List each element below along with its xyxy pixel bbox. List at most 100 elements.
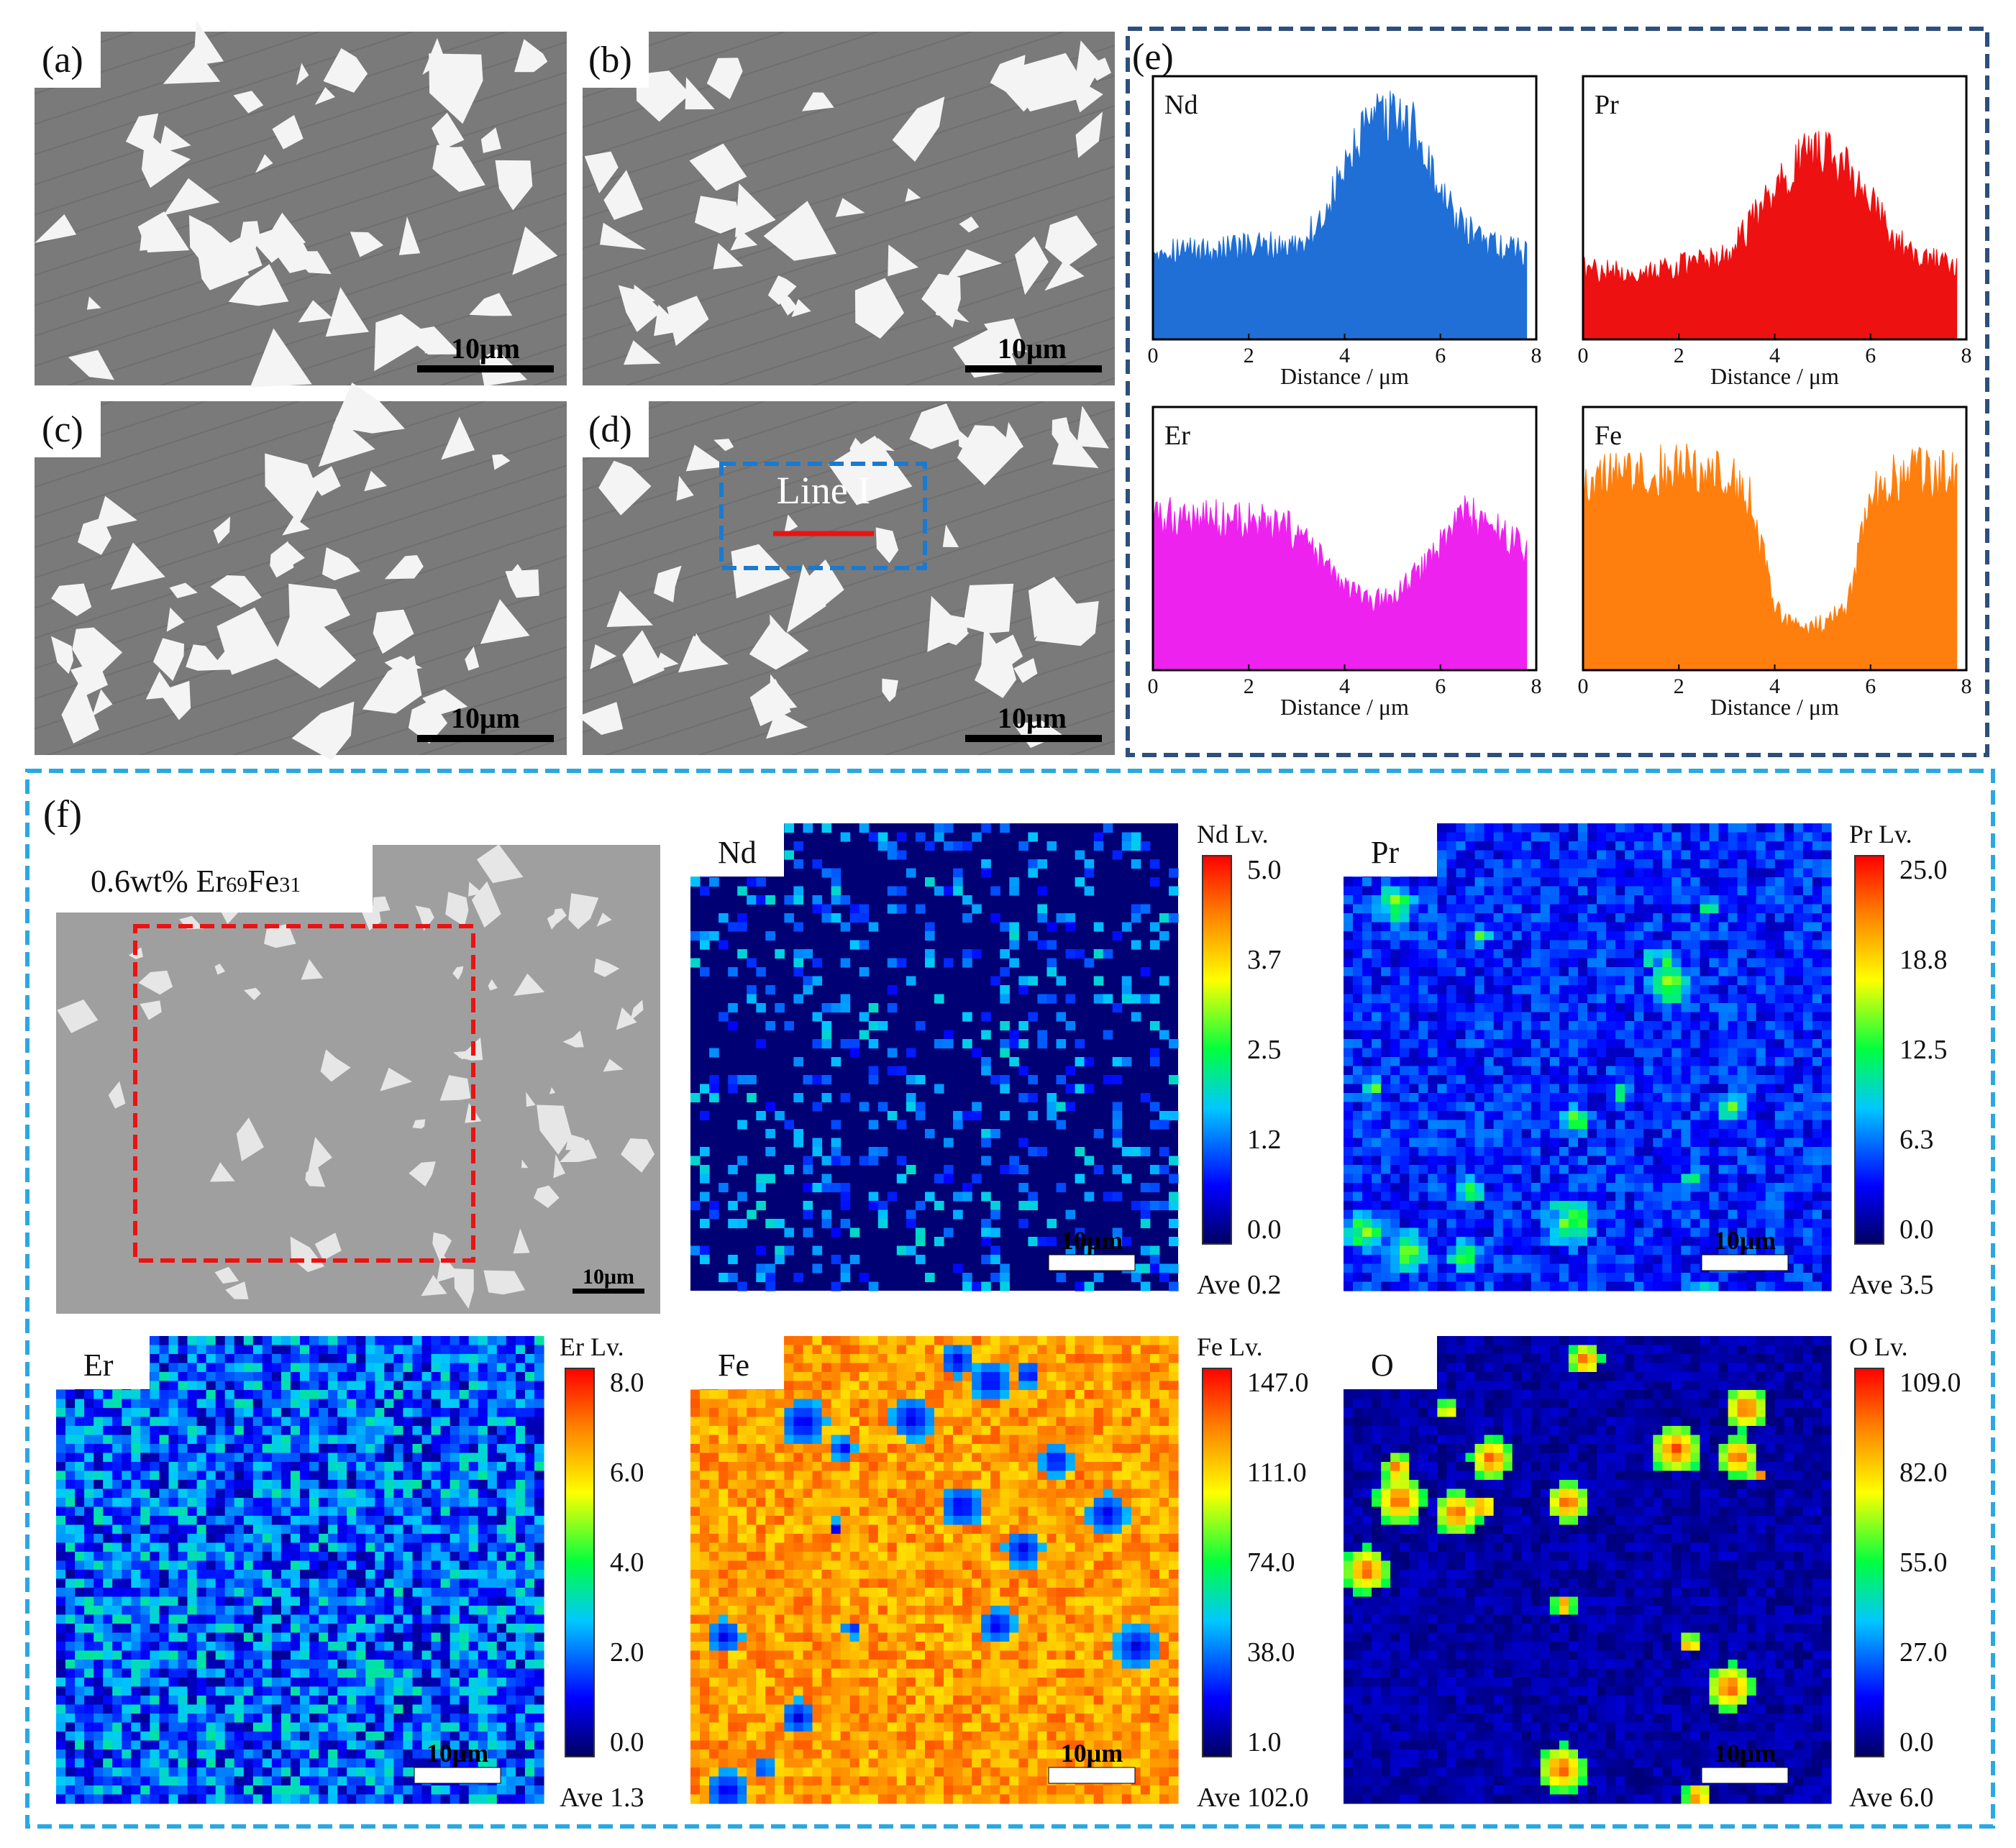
bright-phase: [888, 246, 906, 267]
bright-phase: [685, 444, 726, 472]
sem-f-scale-bar: [573, 1289, 644, 1294]
bright-phase: [35, 214, 77, 243]
bright-phase: [374, 314, 432, 372]
colorbar-tick: 0.0: [1899, 1727, 1934, 1757]
bright-phase: [264, 923, 296, 948]
bright-phase: [209, 1162, 235, 1182]
bright-phase: [584, 151, 619, 193]
bright-phase: [454, 1268, 474, 1309]
bright-phase: [125, 113, 159, 151]
bright-phase: [689, 143, 747, 191]
colorbar-title: Nd Lv.: [1197, 820, 1269, 848]
bright-phase: [282, 517, 310, 536]
bright-phase: [767, 275, 797, 305]
panel-e-frame: [1126, 27, 1989, 757]
eds-map-o: O 10μm O Lv. 109.0 82.0 55.0 27.0 0.0 Ave 6.0: [1344, 1332, 1961, 1813]
bright-phase: [603, 170, 644, 220]
map-scale-label: 10μm: [1714, 1739, 1776, 1767]
colorbar-tick: 1.0: [1247, 1727, 1282, 1757]
sem-overview-f: 0.6wt% Er69Fe31 10μm: [56, 844, 660, 1314]
bright-phase: [325, 287, 369, 337]
bright-phase: [513, 1228, 530, 1254]
x-tick-label: 8: [1961, 344, 1972, 367]
colorbar-tick: 0.0: [610, 1727, 644, 1757]
x-tick-label: 4: [1339, 674, 1350, 698]
colorbar-tick: 8.0: [610, 1368, 644, 1398]
bright-phase: [441, 416, 475, 460]
bright-phase: [298, 300, 333, 323]
scale-label-d: 10μm: [998, 702, 1067, 734]
bright-phase: [210, 575, 262, 608]
bright-phase: [560, 1139, 598, 1163]
x-axis-label: Distance / μm: [1710, 363, 1839, 389]
bright-phase: [616, 1007, 637, 1030]
bright-phase: [749, 623, 809, 670]
x-tick-label: 2: [1244, 674, 1254, 698]
bright-phase: [975, 651, 1016, 698]
x-tick-label: 2: [1674, 674, 1684, 698]
colorbar-tick: 109.0: [1899, 1368, 1961, 1398]
profile-chart-fe: Fe 0 2 4 6 8 Distance / μm: [1578, 406, 1972, 720]
profile-title: Nd: [1164, 90, 1198, 120]
colorbar-tick: 55.0: [1899, 1547, 1948, 1578]
bright-phase: [432, 112, 465, 150]
bright-phase: [432, 1232, 452, 1263]
panel-f-frame: [25, 769, 1995, 1829]
scale-label-b: 10μm: [998, 332, 1067, 365]
bright-phase: [784, 514, 798, 534]
bright-phase: [95, 495, 137, 529]
bright-phase: [439, 1075, 471, 1101]
bright-phase: [70, 661, 108, 696]
colorbar-tick: 4.0: [610, 1547, 644, 1578]
profile-area-fe: [1582, 443, 1958, 671]
x-tick-label: 8: [1531, 344, 1542, 367]
bright-phase: [871, 438, 895, 452]
bright-phase: [314, 87, 335, 105]
colorbar-title: Pr Lv.: [1849, 820, 1912, 848]
colorbar-tick: 25.0: [1899, 855, 1948, 885]
x-tick-label: 0: [1578, 344, 1589, 367]
scale-bar-b: [965, 365, 1102, 372]
bright-phase: [690, 633, 704, 647]
colorbar: [1202, 1368, 1232, 1757]
bright-phase: [408, 700, 448, 744]
bright-phase: [959, 216, 980, 233]
bright-phase: [61, 678, 99, 744]
bright-phase: [163, 47, 221, 84]
scale-bar-c: [417, 735, 554, 742]
bright-phase: [606, 590, 653, 627]
bright-phase: [730, 229, 758, 251]
bright-phase: [163, 178, 220, 216]
bright-phase: [892, 96, 945, 162]
bright-phase: [629, 1000, 644, 1022]
sem-panel-b: (b) 10μm: [583, 32, 1115, 385]
bright-phase: [600, 222, 647, 250]
map-scale-bar: [1701, 1767, 1789, 1784]
map-element-label: O: [1371, 1348, 1394, 1383]
map-scale-bar: [414, 1767, 501, 1784]
x-tick-label: 0: [1148, 674, 1159, 698]
colorbar-tick: 38.0: [1247, 1637, 1295, 1668]
colorbar-tick: 5.0: [1247, 855, 1282, 885]
bright-phase: [603, 1058, 624, 1072]
bright-phase: [186, 644, 226, 671]
profile-title: Er: [1164, 421, 1190, 451]
bright-phase: [568, 893, 599, 930]
bright-phase: [685, 77, 715, 110]
bright-phase: [492, 454, 511, 470]
bright-phase: [350, 232, 384, 257]
bright-phase: [398, 216, 421, 255]
bright-phase: [141, 130, 191, 188]
bright-phase: [921, 273, 961, 328]
bright-phase: [547, 911, 559, 930]
sem-panel-d: (d) Line I 10μm: [578, 401, 1115, 755]
colorbar-tick: 1.2: [1247, 1125, 1282, 1155]
bright-phase: [1015, 236, 1049, 295]
colorbar-tick: 111.0: [1247, 1458, 1307, 1488]
bright-phase: [849, 437, 867, 458]
map-scale-label: 10μm: [427, 1739, 488, 1767]
bright-phase: [1052, 424, 1099, 468]
bright-phase: [888, 244, 918, 277]
map-average: Ave 1.3: [560, 1783, 644, 1813]
x-tick-label: 2: [1244, 344, 1254, 367]
